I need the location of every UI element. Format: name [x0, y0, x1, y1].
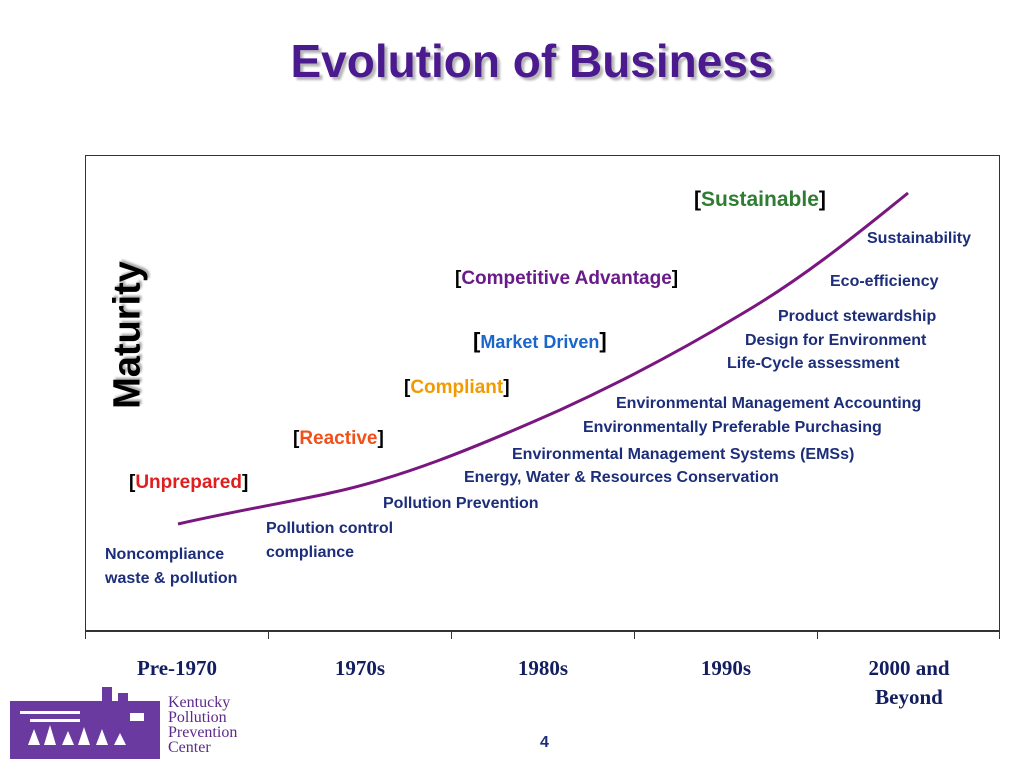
stage-label: Compliant — [410, 377, 504, 398]
chart-frame — [85, 155, 1000, 631]
stage-label: Market Driven — [480, 332, 600, 352]
axis-tick — [85, 631, 86, 639]
era-pre-1970: Pre-1970 — [136, 656, 218, 680]
page-number: 4 — [540, 734, 549, 751]
practice-preferable-purchasing: Environmentally Preferable Purchasing — [583, 419, 882, 436]
logo-line: Prevention — [168, 724, 238, 741]
practice-ems: Environmental Management Systems (EMSs) — [512, 446, 855, 463]
practice-pollution-prevention: Pollution Prevention — [383, 495, 539, 512]
axis-tick — [268, 631, 269, 639]
slide-title: Evolution of Business — [290, 35, 774, 87]
stage-competitive-advantage: [Competitive Advantage] — [455, 268, 678, 290]
stage-label: Reactive — [299, 428, 378, 449]
bracket-close: ] — [503, 377, 510, 398]
practice-life-cycle: Life-Cycle assessment — [727, 355, 900, 372]
practice-management-accounting: Environmental Management Accounting — [616, 395, 922, 412]
stage-market-driven: [Market Driven] — [473, 328, 607, 354]
bracket-close: ] — [671, 268, 679, 289]
stage-label: Unprepared — [135, 472, 242, 493]
maturity-axis-label: Maturity — [106, 261, 149, 409]
logo-line: Center — [168, 739, 211, 756]
x-axis-line — [85, 631, 1000, 632]
era-1980s: 1980s — [517, 656, 569, 680]
stage-unprepared: [Unprepared] — [129, 472, 248, 494]
bracket-open: [ — [455, 268, 462, 289]
bracket-open: [ — [694, 188, 701, 211]
axis-tick — [999, 631, 1000, 639]
era-1990s: 1990s — [700, 656, 752, 680]
era-2000-and-beyond: 2000 and Beyond — [818, 654, 1000, 712]
bracket-open: [ — [293, 428, 300, 449]
bracket-close: ] — [377, 428, 384, 449]
logo-text: Kentucky Pollution Prevention Center — [168, 694, 238, 756]
maturity-curve — [177, 191, 909, 526]
practice-energy-water: Energy, Water & Resources Conservation — [464, 469, 779, 486]
era-line-2: Beyond — [875, 685, 943, 709]
bracket-open: [ — [404, 377, 411, 398]
practice-design-for-environment: Design for Environment — [745, 332, 927, 349]
practice-compliance: compliance — [266, 544, 355, 561]
stage-label: Sustainable — [701, 188, 819, 211]
practice-product-stewardship: Product stewardship — [778, 308, 937, 325]
era-line-1: 2000 and — [868, 656, 950, 680]
logo-line: Kentucky — [168, 694, 231, 711]
practice-noncompliance: Noncompliance — [105, 546, 225, 563]
axis-tick — [451, 631, 452, 639]
bracket-close: ] — [241, 472, 249, 493]
axis-tick — [634, 631, 635, 639]
bracket-open: [ — [473, 328, 481, 353]
bracket-open: [ — [129, 472, 136, 493]
stage-compliant: [Compliant] — [404, 377, 510, 399]
stage-reactive: [Reactive] — [293, 428, 384, 450]
kpcp-logo-graphic — [10, 687, 160, 759]
logo-line: Pollution — [168, 709, 227, 726]
practice-eco-efficiency: Eco-efficiency — [830, 273, 939, 290]
axis-tick — [817, 631, 818, 639]
stage-label: Competitive Advantage — [461, 268, 672, 289]
practice-pollution-control: Pollution control — [266, 520, 394, 537]
stage-sustainable: [Sustainable] — [694, 188, 826, 212]
era-1970s: 1970s — [334, 656, 386, 680]
practice-sustainability: Sustainability — [867, 230, 972, 247]
bracket-close: ] — [599, 328, 607, 353]
practice-waste-pollution: waste & pollution — [105, 570, 238, 587]
bracket-close: ] — [818, 188, 826, 211]
